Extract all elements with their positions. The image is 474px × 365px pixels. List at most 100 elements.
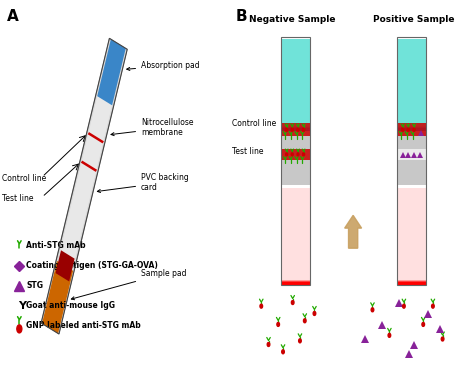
Bar xyxy=(397,79,426,127)
Text: Goat anti-mouse IgG: Goat anti-mouse IgG xyxy=(26,301,115,310)
Bar xyxy=(281,193,310,280)
Bar xyxy=(397,36,426,285)
Bar xyxy=(281,191,310,280)
Bar xyxy=(397,242,426,281)
Bar xyxy=(281,36,310,285)
Bar xyxy=(397,270,426,282)
Bar xyxy=(281,123,310,137)
Bar xyxy=(281,110,310,128)
Polygon shape xyxy=(55,250,74,281)
Bar xyxy=(281,69,310,127)
Bar xyxy=(281,128,310,131)
Bar xyxy=(397,67,426,127)
Bar xyxy=(397,58,426,127)
Bar xyxy=(281,81,310,127)
Bar xyxy=(281,93,310,127)
Circle shape xyxy=(303,319,306,323)
Bar xyxy=(397,124,426,128)
Bar xyxy=(397,210,426,280)
Bar xyxy=(281,119,310,128)
Bar xyxy=(281,213,310,280)
Bar xyxy=(281,107,310,128)
Bar xyxy=(281,74,310,127)
Bar xyxy=(281,114,310,128)
Bar xyxy=(397,257,426,281)
Circle shape xyxy=(302,153,305,156)
Bar xyxy=(281,77,310,127)
Bar xyxy=(397,39,426,126)
Circle shape xyxy=(277,322,280,326)
Circle shape xyxy=(402,304,405,308)
Circle shape xyxy=(302,128,305,131)
Bar xyxy=(397,262,426,282)
Circle shape xyxy=(292,300,294,304)
Bar xyxy=(281,200,310,280)
Bar xyxy=(281,131,310,185)
Circle shape xyxy=(371,308,374,312)
Circle shape xyxy=(401,128,404,131)
Circle shape xyxy=(286,153,288,156)
Bar xyxy=(281,60,310,127)
Bar xyxy=(397,225,426,281)
Bar xyxy=(397,131,426,185)
Bar xyxy=(397,123,426,137)
Bar xyxy=(397,193,426,280)
Bar xyxy=(281,117,310,128)
Text: Nitrocellulose
membrane: Nitrocellulose membrane xyxy=(111,118,193,138)
Text: Control line: Control line xyxy=(232,119,276,128)
Bar xyxy=(281,43,310,126)
Circle shape xyxy=(388,333,391,337)
Circle shape xyxy=(297,128,299,131)
Bar xyxy=(397,103,426,128)
Bar xyxy=(397,228,426,281)
Bar xyxy=(397,245,426,281)
Bar xyxy=(281,51,310,126)
Bar xyxy=(397,48,426,126)
Bar xyxy=(281,228,310,281)
Bar xyxy=(397,43,426,126)
Text: Control line: Control line xyxy=(2,174,46,183)
Bar xyxy=(281,103,310,128)
Bar xyxy=(397,65,426,127)
Bar xyxy=(281,218,310,281)
Text: B: B xyxy=(236,9,247,24)
Bar xyxy=(281,247,310,281)
Circle shape xyxy=(441,337,444,341)
Bar xyxy=(281,238,310,281)
Text: Test line: Test line xyxy=(232,147,264,156)
Bar xyxy=(397,255,426,281)
Bar xyxy=(397,98,426,128)
Circle shape xyxy=(299,339,301,343)
Bar xyxy=(397,213,426,280)
Text: STG: STG xyxy=(26,281,43,290)
Bar xyxy=(397,119,426,128)
Bar xyxy=(397,72,426,127)
Bar xyxy=(397,93,426,127)
Bar xyxy=(397,250,426,281)
Bar xyxy=(281,62,310,127)
Circle shape xyxy=(291,128,293,131)
Bar xyxy=(397,215,426,280)
Bar xyxy=(397,46,426,126)
Polygon shape xyxy=(59,91,113,265)
Bar xyxy=(397,77,426,127)
Bar xyxy=(281,233,310,281)
Bar xyxy=(281,205,310,280)
Bar xyxy=(281,105,310,128)
Bar xyxy=(397,112,426,128)
Bar xyxy=(281,230,310,281)
Bar xyxy=(397,188,426,280)
Bar xyxy=(397,81,426,127)
Bar xyxy=(281,208,310,280)
Bar xyxy=(281,95,310,128)
Bar xyxy=(397,55,426,127)
Bar xyxy=(397,218,426,281)
Bar xyxy=(397,41,426,126)
Bar xyxy=(281,149,310,160)
Bar xyxy=(281,86,310,127)
Bar xyxy=(281,67,310,127)
Bar xyxy=(281,245,310,281)
Bar xyxy=(397,114,426,128)
Text: Absorption pad: Absorption pad xyxy=(127,61,200,70)
Bar xyxy=(281,84,310,127)
